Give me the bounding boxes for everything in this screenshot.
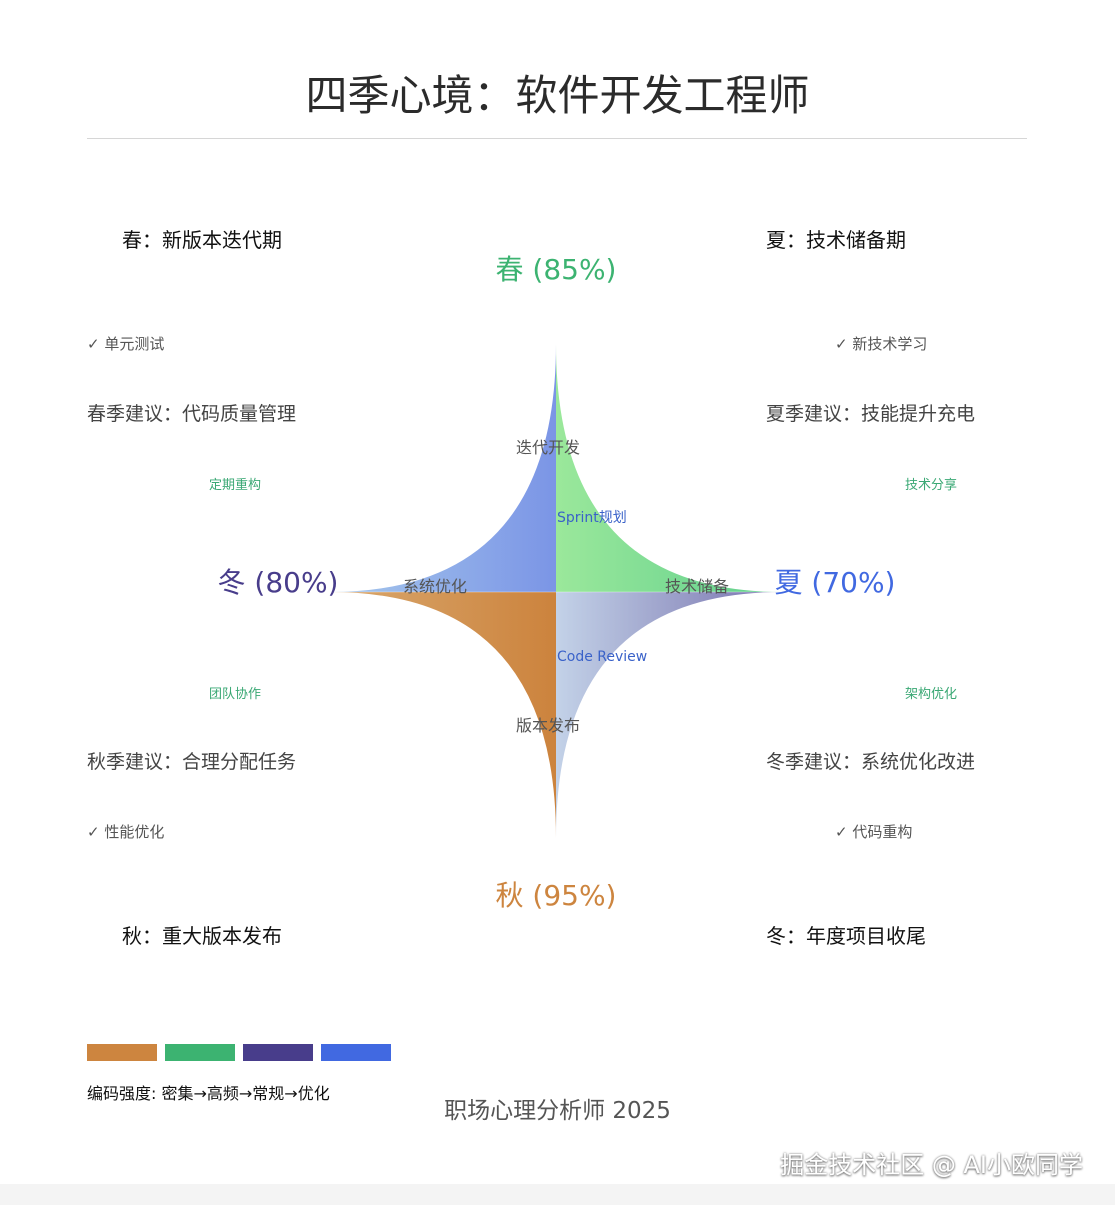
autumn-heading: 秋：重大版本发布 [122, 924, 282, 948]
bottom-strip [0, 1184, 1115, 1205]
spring-percent-label: 春 (85%) [496, 253, 617, 286]
autumn-check-item: ✓ 性能优化 [87, 823, 165, 841]
summer-heading: 夏：技术储备期 [766, 228, 906, 252]
quadrant-top-left [330, 344, 556, 592]
legend-caption: 编码强度: 密集→高频→常规→优化 [87, 1084, 330, 1103]
legend-swatch-optimize [321, 1044, 391, 1061]
label-tech-reserve: 技术储备 [665, 577, 729, 596]
spring-check-item: ✓ 单元测试 [87, 335, 165, 353]
summer-percent-label: 夏 (70%) [775, 566, 896, 599]
autumn-percent-label: 秋 (95%) [496, 879, 617, 912]
spring-heading: 春：新版本迭代期 [122, 228, 282, 252]
spring-tip: 定期重构 [209, 478, 262, 493]
winter-tip: 架构优化 [905, 687, 958, 702]
winter-advice: 冬季建议：系统优化改进 [766, 751, 976, 773]
label-iterative-dev: 迭代开发 [516, 438, 580, 457]
label-system-optimization: 系统优化 [403, 577, 467, 596]
legend-swatch-frequent [165, 1044, 235, 1061]
winter-percent-label: 冬 (80%) [218, 566, 339, 599]
summer-advice: 夏季建议：技能提升充电 [766, 403, 976, 425]
label-sprint-planning: Sprint规划 [557, 510, 627, 526]
watermark: 掘金技术社区 @ AI小欧同学 [780, 1151, 1083, 1179]
label-release: 版本发布 [516, 716, 580, 735]
quadrant-bottom-right [556, 592, 782, 838]
page-title: 四季心境：软件开发工程师 [305, 71, 810, 120]
legend-swatch-dense [87, 1044, 157, 1061]
winter-check-item: ✓ 代码重构 [835, 823, 913, 841]
quadrant-bottom-left [330, 592, 556, 838]
summer-check-item: ✓ 新技术学习 [835, 335, 928, 353]
legend-swatch-regular [243, 1044, 313, 1061]
summer-tip: 技术分享 [905, 478, 958, 493]
autumn-tip: 团队协作 [209, 687, 262, 702]
label-code-review: Code Review [557, 649, 647, 665]
footer-author: 职场心理分析师 2025 [444, 1098, 671, 1124]
spring-advice: 春季建议：代码质量管理 [87, 403, 297, 425]
title-divider [87, 138, 1027, 139]
quadrant-top-right [556, 344, 782, 592]
autumn-advice: 秋季建议：合理分配任务 [87, 751, 297, 773]
winter-heading: 冬：年度项目收尾 [766, 924, 926, 948]
